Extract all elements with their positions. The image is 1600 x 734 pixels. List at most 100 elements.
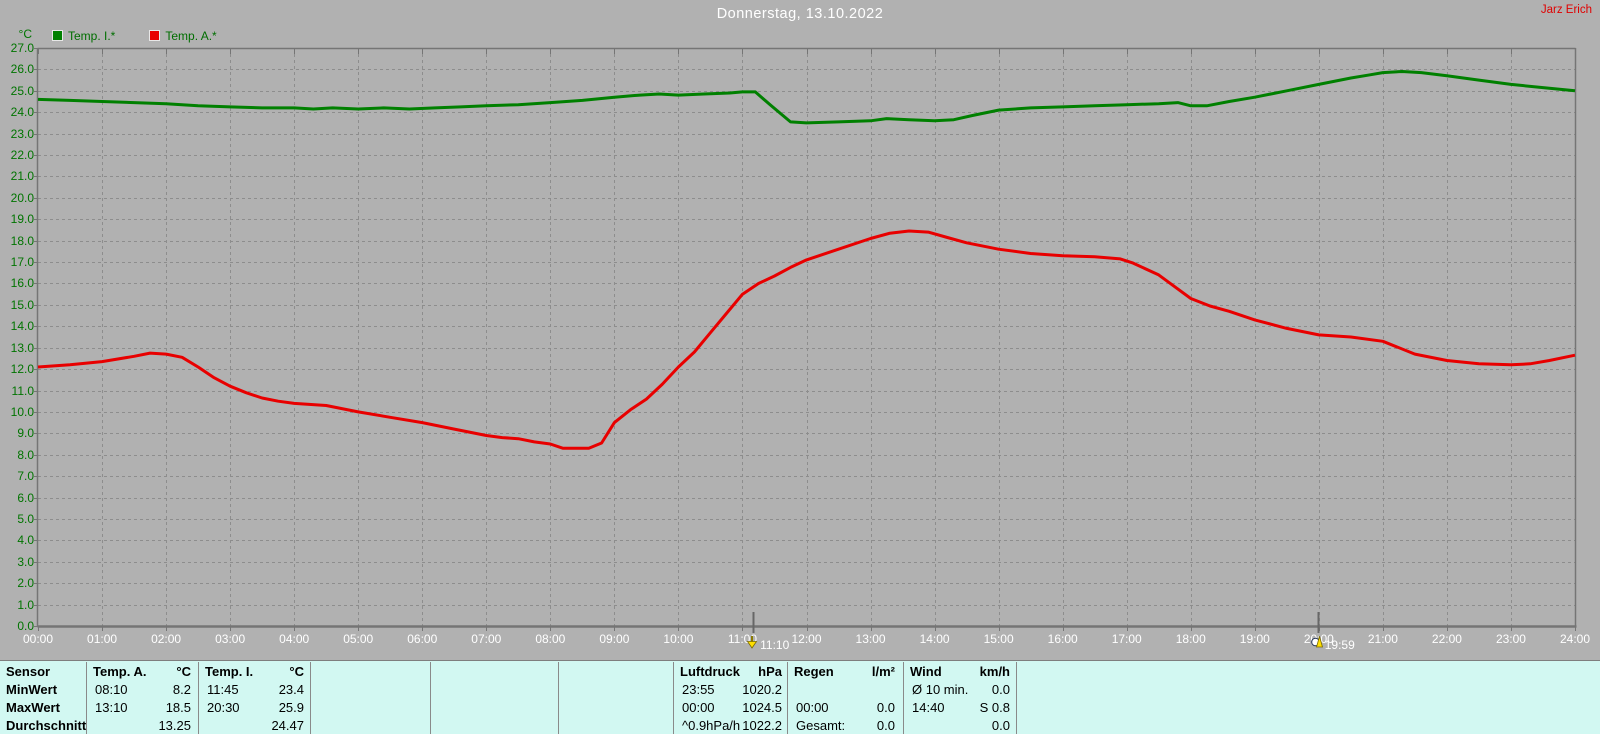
x-tick-label: 22:00 xyxy=(1431,632,1462,646)
y-tick-label: 0.0 xyxy=(17,619,34,633)
legend-label: Temp. I.* xyxy=(68,28,116,43)
x-tick-label: 21:00 xyxy=(1367,632,1398,646)
cell-value: 0.0 xyxy=(991,718,1010,733)
x-tick-label: 04:00 xyxy=(279,632,310,646)
x-tick-label: 11:00 xyxy=(727,632,758,646)
x-tick-label: 08:00 xyxy=(535,632,566,646)
stats-table: Sensor MinWert MaxWert Durchschnitt Temp. A.… xyxy=(0,660,1600,734)
table-column-divider xyxy=(903,662,904,734)
x-tick-label: 02:00 xyxy=(151,632,182,646)
cell-time: 14:40 xyxy=(912,700,945,715)
x-tick-label: 15:00 xyxy=(983,632,1014,646)
cell-time: 08:10 xyxy=(95,682,128,697)
cell-value: 1022.2 xyxy=(742,718,782,733)
group-unit-luftdruck: hPa xyxy=(758,664,782,679)
down-arrow-icon xyxy=(746,636,758,649)
x-tick-label: 14:00 xyxy=(919,632,950,646)
y-tick-label: 8.0 xyxy=(17,447,34,462)
y-tick-label: 18.0 xyxy=(10,233,34,248)
temp-a-swatch-icon xyxy=(149,30,161,41)
table-column-divider xyxy=(198,662,199,734)
group-unit-wind: km/h xyxy=(979,664,1010,679)
temperature-plot xyxy=(34,47,1577,633)
group-unit-regen: l/m² xyxy=(871,664,895,679)
x-tick-label: 09:00 xyxy=(599,632,630,646)
cell-time: 23:55 xyxy=(682,682,715,697)
legend-item: Temp. A.* xyxy=(149,28,217,43)
cell-time: 11:45 xyxy=(207,682,239,697)
cell-time: Ø 10 min. xyxy=(912,682,969,697)
y-tick-label: 3.0 xyxy=(17,554,34,569)
marker-time-label: 19:59 xyxy=(1324,638,1355,652)
cell-value: 1024.5 xyxy=(742,700,782,715)
y-tick-label: 2.0 xyxy=(17,576,34,591)
y-tick-label: 14.0 xyxy=(10,319,34,334)
row-label: MinWert xyxy=(6,682,58,697)
row-label: MaxWert xyxy=(6,700,60,715)
table-column-divider xyxy=(86,662,87,734)
y-tick-label: 16.0 xyxy=(10,276,34,291)
table-column-divider xyxy=(787,662,788,734)
y-tick-label: 20.0 xyxy=(10,190,34,205)
y-tick-label: 10.0 xyxy=(10,404,34,419)
table-column-divider xyxy=(673,662,674,734)
x-tick-label: 07:00 xyxy=(471,632,502,646)
y-tick-label: 4.0 xyxy=(17,533,34,548)
x-tick-label: 18:00 xyxy=(1175,632,1206,646)
cell-value: 23.4 xyxy=(278,682,304,697)
cell-time: Gesamt: xyxy=(796,718,846,733)
x-tick-label: 06:00 xyxy=(407,632,438,646)
group-header-luftdruck: Luftdruck xyxy=(680,664,740,679)
table-column-divider xyxy=(1016,662,1017,734)
chart-title: Donnerstag, 13.10.2022 xyxy=(716,6,884,22)
cell-value: 25.9 xyxy=(278,700,304,715)
cell-value: 24.47 xyxy=(271,718,304,733)
x-tick-label: 17:00 xyxy=(1111,632,1142,646)
cell-time: 00:00 xyxy=(682,700,715,715)
y-tick-label: 21.0 xyxy=(10,169,34,184)
temp-a-curve xyxy=(37,229,1576,450)
row-label: Durchschnitt xyxy=(6,718,87,733)
x-tick-label: 10:00 xyxy=(663,632,694,646)
y-tick-label: 17.0 xyxy=(10,255,34,270)
cell-value: S 0.8 xyxy=(979,700,1010,715)
group-header-temp-i: Temp. I. xyxy=(205,664,254,679)
marker-time-label: 11:10 xyxy=(760,638,790,652)
author-label: Jarz Erich xyxy=(1540,4,1592,16)
x-tick-label: 24:00 xyxy=(1559,632,1591,646)
group-unit-temp-a: °C xyxy=(176,664,191,679)
y-tick-label: 22.0 xyxy=(10,148,34,163)
cell-time: ^0.9hPa/h xyxy=(682,718,741,733)
cell-value: 0.0 xyxy=(876,700,895,715)
group-unit-temp-i: °C xyxy=(289,664,304,679)
y-tick-label: 5.0 xyxy=(17,511,34,526)
y-tick-label: 24.0 xyxy=(10,105,34,120)
x-tick-label: 23:00 xyxy=(1495,632,1526,646)
group-header-temp-a: Temp. A. xyxy=(93,664,147,679)
x-tick-label: 16:00 xyxy=(1047,632,1078,646)
x-tick-label: 00:00 xyxy=(22,632,54,646)
x-tick-label: 01:00 xyxy=(87,632,118,646)
sunset-icon xyxy=(1310,636,1323,648)
x-tick-label: 03:00 xyxy=(215,632,246,646)
cell-value: 0.0 xyxy=(991,682,1010,697)
cell-time: 00:00 xyxy=(796,700,829,715)
group-header-wind: Wind xyxy=(910,664,942,679)
y-tick-label: 7.0 xyxy=(17,469,34,484)
cell-value: 13.25 xyxy=(158,718,191,733)
legend-label: Temp. A.* xyxy=(165,28,217,43)
cell-value: 1020.2 xyxy=(742,682,782,697)
x-tick-label: 13:00 xyxy=(855,632,886,646)
y-tick-label: 11.0 xyxy=(11,383,34,398)
cell-time: 20:30 xyxy=(207,700,240,715)
y-tick-label: 19.0 xyxy=(10,212,34,227)
y-tick-label: 23.0 xyxy=(10,126,34,141)
y-tick-label: 26.0 xyxy=(10,62,34,77)
y-tick-label: 27.0 xyxy=(10,41,34,55)
temp-i-curve xyxy=(37,70,1576,125)
table-column-divider xyxy=(310,662,311,734)
legend-item: Temp. I.* xyxy=(52,28,116,43)
x-tick-label: 19:00 xyxy=(1239,632,1270,646)
y-tick-label: 13.0 xyxy=(10,340,34,355)
